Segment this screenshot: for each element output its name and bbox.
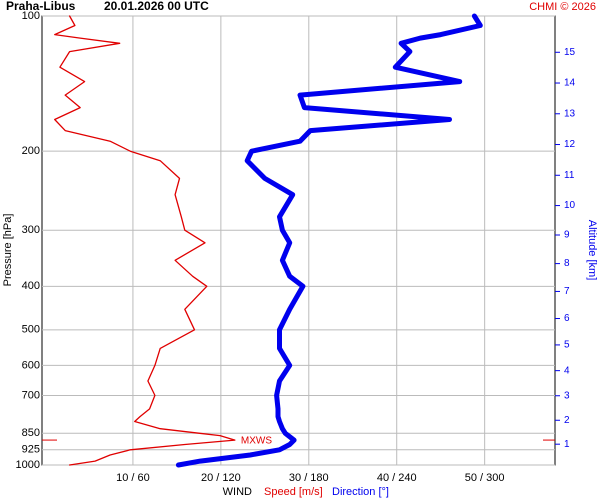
y2-tick-label: 5 <box>564 340 570 351</box>
credit: CHMI © 2026 <box>529 1 596 13</box>
y-tick-label: 600 <box>22 359 40 371</box>
y2-axis-label: Altitude [km] <box>586 220 598 281</box>
y-tick-label: 925 <box>22 444 40 456</box>
y-tick-label: 200 <box>22 145 40 157</box>
x-tick-label: 20 / 120 <box>201 472 241 484</box>
mxws-label: MXWS <box>241 436 272 447</box>
y-tick-label: 300 <box>22 224 40 236</box>
chart-title: Praha-Libus <box>6 0 76 13</box>
speed-line <box>54 15 236 466</box>
legend-direction: Direction [°] <box>332 486 389 498</box>
y-tick-label: 500 <box>22 324 40 336</box>
y2-tick-label: 1 <box>564 439 570 450</box>
y2-tick-label: 7 <box>564 286 570 297</box>
y2-tick-label: 10 <box>564 200 576 211</box>
y2-tick-label: 3 <box>564 390 570 401</box>
y-tick-label: 700 <box>22 389 40 401</box>
x-axis-label: WIND <box>223 486 252 498</box>
y-tick-label: 1000 <box>16 459 40 471</box>
y2-tick-label: 13 <box>564 108 576 119</box>
y2-tick-label: 4 <box>564 365 570 376</box>
y-tick-label: 850 <box>22 427 40 439</box>
y-tick-label: 400 <box>22 280 40 292</box>
x-tick-label: 40 / 240 <box>377 472 417 484</box>
y2-tick-label: 15 <box>564 47 576 58</box>
y2-tick-label: 12 <box>564 139 576 150</box>
y2-tick-label: 6 <box>564 313 570 324</box>
y-tick-label: 100 <box>22 10 40 22</box>
y2-tick-label: 11 <box>564 170 575 181</box>
y2-tick-label: 9 <box>564 230 570 241</box>
y2-tick-label: 14 <box>564 78 576 89</box>
y-axis-label: Pressure [hPa] <box>2 214 14 287</box>
x-tick-label: 10 / 60 <box>116 472 150 484</box>
legend-speed: Speed [m/s] <box>264 486 323 498</box>
direction-line <box>175 13 483 468</box>
y2-tick-label: 2 <box>564 415 570 426</box>
chart-subtitle: 20.01.2026 00 UTC <box>104 0 209 13</box>
y2-tick-label: 8 <box>564 258 570 269</box>
x-tick-label: 50 / 300 <box>465 472 505 484</box>
plot-frame <box>41 15 556 466</box>
x-tick-label: 30 / 180 <box>289 472 329 484</box>
